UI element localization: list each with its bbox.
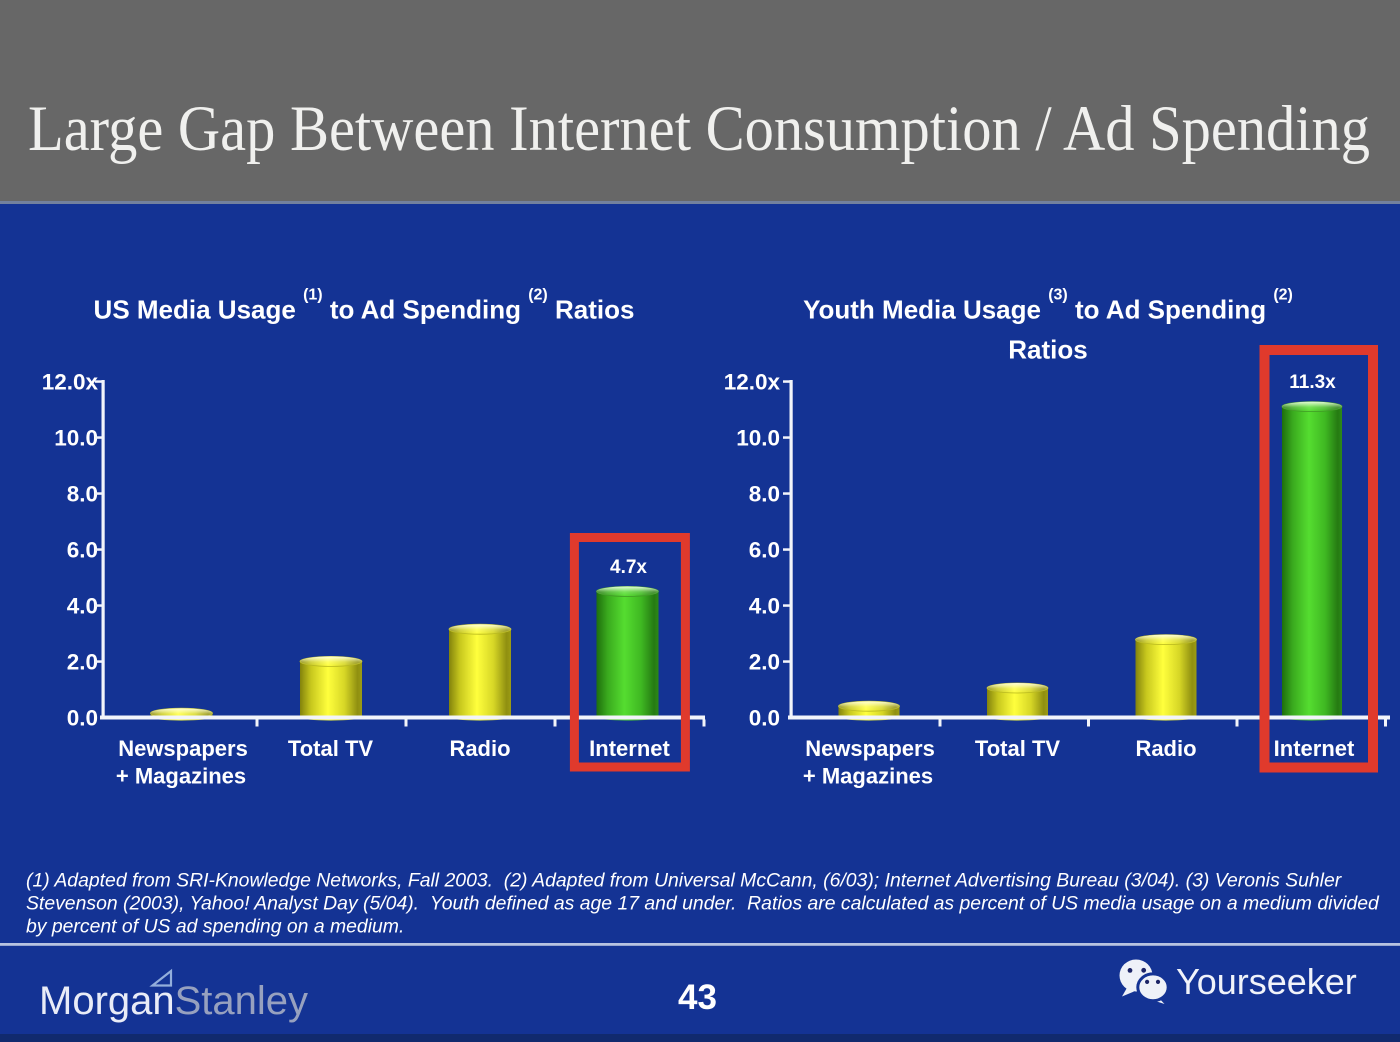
svg-text:Yourseeker: Yourseeker [1176, 961, 1357, 1002]
svg-text:4.0: 4.0 [749, 594, 780, 619]
svg-text:Newspapers: Newspapers [118, 736, 248, 761]
svg-text:Large Gap Between Internet Con: Large Gap Between Internet Consumption /… [28, 93, 1370, 164]
svg-text:6.0: 6.0 [749, 538, 780, 563]
svg-text:2.0: 2.0 [749, 650, 780, 675]
svg-text:0.0: 0.0 [67, 706, 98, 731]
svg-text:43: 43 [678, 978, 717, 1017]
svg-text:6.0: 6.0 [67, 538, 98, 563]
svg-text:12.0x: 12.0x [724, 370, 781, 395]
svg-text:Total TV: Total TV [288, 736, 373, 761]
svg-text:10.0: 10.0 [736, 426, 780, 451]
svg-text:0.0: 0.0 [749, 706, 780, 731]
svg-text:2.0: 2.0 [67, 650, 98, 675]
svg-text:Radio: Radio [449, 736, 510, 761]
svg-text:8.0: 8.0 [67, 482, 98, 507]
svg-text:Radio: Radio [1135, 736, 1196, 761]
svg-text:+ Magazines: + Magazines [116, 764, 246, 789]
svg-text:Ratios: Ratios [1008, 335, 1087, 365]
svg-text:Newspapers: Newspapers [805, 736, 935, 761]
svg-text:MorganStanley: MorganStanley [39, 979, 308, 1023]
svg-text:Internet: Internet [589, 736, 670, 761]
svg-text:11.3x: 11.3x [1289, 372, 1336, 393]
svg-text:Total TV: Total TV [975, 736, 1060, 761]
svg-text:Stevenson (2003), Yahoo! Analy: Stevenson (2003), Yahoo! Analyst Day (5/… [26, 893, 1380, 915]
svg-text:by percent of US ad spending o: by percent of US ad spending on a medium… [26, 916, 404, 938]
svg-text:(1) Adapted from SRI-Knowledge: (1) Adapted from SRI-Knowledge Networks,… [26, 870, 1343, 892]
svg-text:8.0: 8.0 [749, 482, 780, 507]
svg-text:4.7x: 4.7x [610, 557, 647, 578]
svg-text:4.0: 4.0 [67, 594, 98, 619]
svg-text:12.0x: 12.0x [42, 370, 99, 395]
svg-text:10.0: 10.0 [54, 426, 98, 451]
svg-text:Internet: Internet [1274, 736, 1355, 761]
svg-text:+ Magazines: + Magazines [803, 764, 933, 789]
